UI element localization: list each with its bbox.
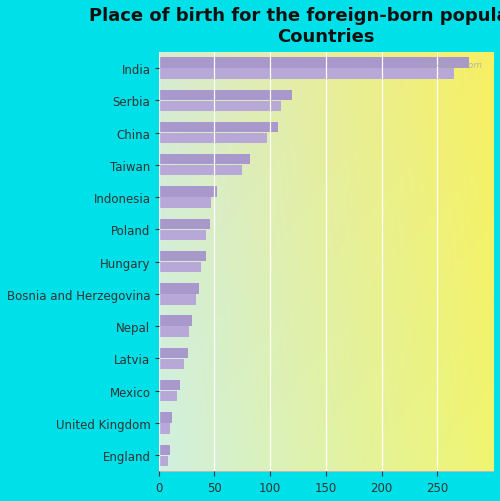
Bar bbox=[159, 187, 216, 197]
Bar bbox=[159, 445, 170, 455]
Bar bbox=[159, 90, 292, 101]
Bar bbox=[159, 155, 250, 165]
Bar bbox=[159, 134, 267, 144]
Bar bbox=[159, 391, 176, 401]
Bar bbox=[159, 455, 168, 466]
Bar bbox=[159, 316, 192, 326]
Bar bbox=[159, 263, 201, 273]
Bar bbox=[159, 166, 242, 176]
Title: Place of birth for the foreign-born population -
Countries: Place of birth for the foreign-born popu… bbox=[90, 7, 500, 46]
Bar bbox=[159, 327, 189, 337]
Bar bbox=[159, 295, 196, 305]
Bar bbox=[159, 412, 172, 423]
Bar bbox=[159, 380, 180, 391]
Bar bbox=[159, 69, 454, 80]
Text: City-Data.com: City-Data.com bbox=[419, 61, 483, 70]
Bar bbox=[159, 348, 188, 358]
Bar bbox=[159, 101, 282, 112]
Bar bbox=[159, 58, 468, 69]
Bar bbox=[159, 198, 211, 208]
Bar bbox=[159, 252, 206, 262]
Bar bbox=[159, 359, 184, 369]
Bar bbox=[159, 230, 206, 240]
Bar bbox=[159, 219, 210, 229]
Bar bbox=[159, 284, 199, 294]
Bar bbox=[159, 123, 278, 133]
Bar bbox=[159, 423, 170, 434]
